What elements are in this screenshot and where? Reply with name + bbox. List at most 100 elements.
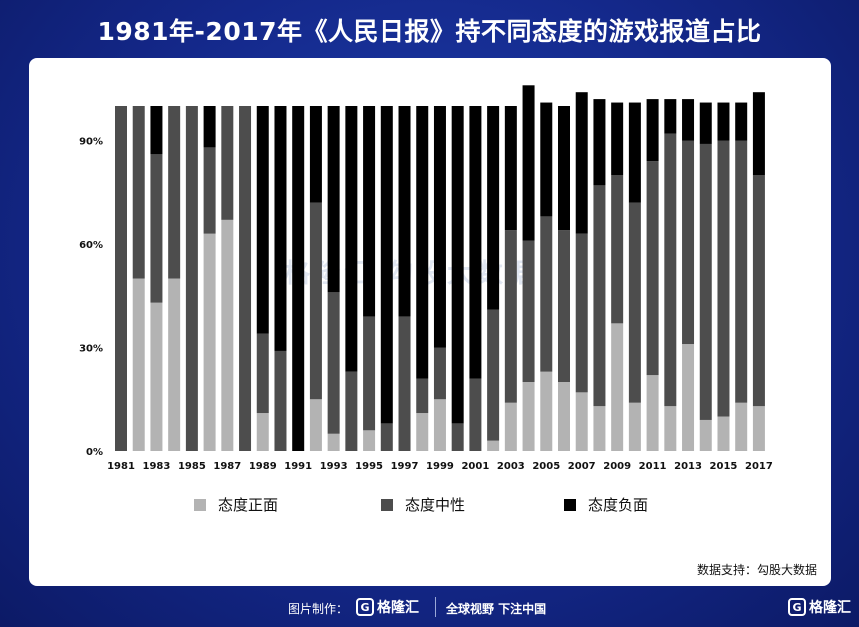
legend-label: 态度中性: [405, 496, 465, 514]
bar-neutral-1994: [345, 371, 358, 451]
bar-neutral-2014: [699, 143, 712, 420]
bar-negative-1991: [292, 106, 305, 451]
bar-positive-1982: [132, 278, 145, 451]
bar-neutral-1990: [274, 350, 287, 451]
bar-neutral-1993: [327, 292, 340, 434]
bar-negative-1994: [345, 106, 358, 372]
y-tick-label: 90%: [79, 137, 103, 148]
logo-text: 格隆汇: [377, 600, 419, 616]
bar-positive-2011: [646, 375, 659, 451]
bar-neutral-2010: [628, 202, 641, 403]
x-tick-label: 2015: [710, 461, 738, 472]
bar-positive-1983: [150, 302, 163, 451]
bar-neutral-1997: [398, 316, 411, 451]
footer: 图片制作： G 格隆汇 全球视野 下注中国 G 格隆汇: [0, 594, 859, 622]
bar-positive-2015: [717, 416, 730, 451]
bar-positive-2003: [504, 402, 517, 451]
bar-positive-2005: [540, 371, 553, 451]
bar-negative-2011: [646, 99, 659, 162]
bar-negative-2004: [522, 85, 535, 241]
bar-neutral-2008: [593, 185, 606, 407]
chart-card: 格隆汇 勾股大数据 0% 30% 60% 90% 1981 1983 1985 1987 198…: [29, 58, 831, 586]
bar-positive-1995: [363, 430, 376, 451]
legend-label: 态度正面: [218, 496, 278, 514]
bar-negative-2016: [735, 102, 748, 141]
bar-negative-2003: [504, 106, 517, 231]
corner-logo: G 格隆汇: [788, 597, 851, 617]
bar-negative-2017: [752, 92, 765, 175]
bar-neutral-2001: [469, 378, 482, 451]
stacked-bar-chart: 0% 30% 60% 90% 1981 1983 1985 1987 1989 1991 1993 1…: [79, 85, 773, 514]
bar-neutral-2006: [558, 230, 570, 382]
bar-negative-1989: [256, 106, 269, 334]
x-tick-label: 2001: [461, 461, 489, 472]
y-tick-label: 0%: [86, 447, 103, 458]
y-tick-label: 30%: [79, 344, 103, 355]
bar-neutral-2004: [522, 240, 535, 382]
x-tick-label: 2009: [603, 461, 631, 472]
page-title: 1981年-2017年《人民日报》持不同态度的游戏报道占比: [97, 17, 762, 46]
bar-positive-2017: [752, 406, 765, 451]
bar-neutral-2003: [504, 230, 517, 403]
bar-positive-1992: [309, 399, 322, 451]
x-tick-label: 2003: [497, 461, 525, 472]
legend-swatch-2: [564, 499, 576, 511]
bar-neutral-1982: [132, 106, 145, 279]
legend-swatch-1: [381, 499, 393, 511]
bar-negative-2000: [451, 106, 464, 424]
bar-negative-1993: [327, 106, 340, 293]
x-tick-label: 1995: [355, 461, 383, 472]
bar-neutral-1987: [221, 106, 234, 220]
bar-positive-1999: [433, 399, 446, 451]
x-tick-label: 1987: [213, 461, 241, 472]
x-tick-label: 1983: [143, 461, 171, 472]
bar-neutral-1998: [416, 378, 429, 414]
bar-positive-2010: [628, 402, 641, 451]
bar-negative-2010: [628, 102, 641, 203]
x-tick-label: 1999: [426, 461, 454, 472]
brand-logo: G 格隆汇: [356, 597, 419, 617]
bar-negative-1999: [433, 106, 446, 348]
legend-label: 态度负面: [588, 496, 648, 514]
bar-neutral-1988: [239, 106, 252, 451]
bar-neutral-2011: [646, 161, 659, 376]
bar-positive-1989: [256, 413, 269, 451]
bar-negative-1992: [309, 106, 322, 203]
bar-negative-2013: [682, 99, 695, 141]
bar-negative-2015: [717, 102, 730, 141]
bar-neutral-2000: [451, 423, 464, 451]
made-by-label: 图片制作：: [288, 602, 349, 616]
bar-negative-1990: [274, 106, 287, 351]
x-tick-label: 1997: [391, 461, 419, 472]
bar-negative-2005: [540, 102, 553, 217]
bar-neutral-1984: [168, 106, 181, 279]
bar-negative-2014: [699, 102, 712, 144]
x-tick-label: 2017: [745, 461, 773, 472]
bar-neutral-2009: [611, 175, 624, 324]
bar-negative-1996: [380, 106, 393, 424]
corner-logo-text: 格隆汇: [809, 600, 851, 616]
bar-positive-1998: [416, 413, 429, 451]
y-tick-label: 60%: [79, 240, 103, 251]
data-source: 数据支持：勾股大数据: [696, 563, 817, 577]
bar-positive-1987: [221, 219, 234, 451]
x-tick-label: 1991: [284, 461, 312, 472]
bar-positive-2008: [593, 406, 606, 451]
bar-neutral-2007: [575, 233, 588, 393]
bar-negative-2009: [611, 102, 624, 175]
x-tick-label: 1985: [178, 461, 206, 472]
x-tick-label: 1993: [320, 461, 348, 472]
bar-positive-1993: [327, 433, 340, 451]
bar-positive-2014: [699, 419, 712, 451]
bar-negative-1997: [398, 106, 411, 317]
bar-negative-1983: [150, 106, 163, 155]
x-tick-label: 2005: [532, 461, 560, 472]
bar-neutral-1983: [150, 154, 163, 303]
x-tick-label: 2011: [639, 461, 667, 472]
corner-logo-mark-icon: G: [788, 598, 806, 616]
bar-neutral-2017: [752, 175, 765, 407]
bar-negative-1998: [416, 106, 429, 379]
bar-positive-2007: [575, 392, 588, 451]
footer-divider: [435, 597, 436, 617]
bar-negative-2006: [558, 106, 570, 231]
